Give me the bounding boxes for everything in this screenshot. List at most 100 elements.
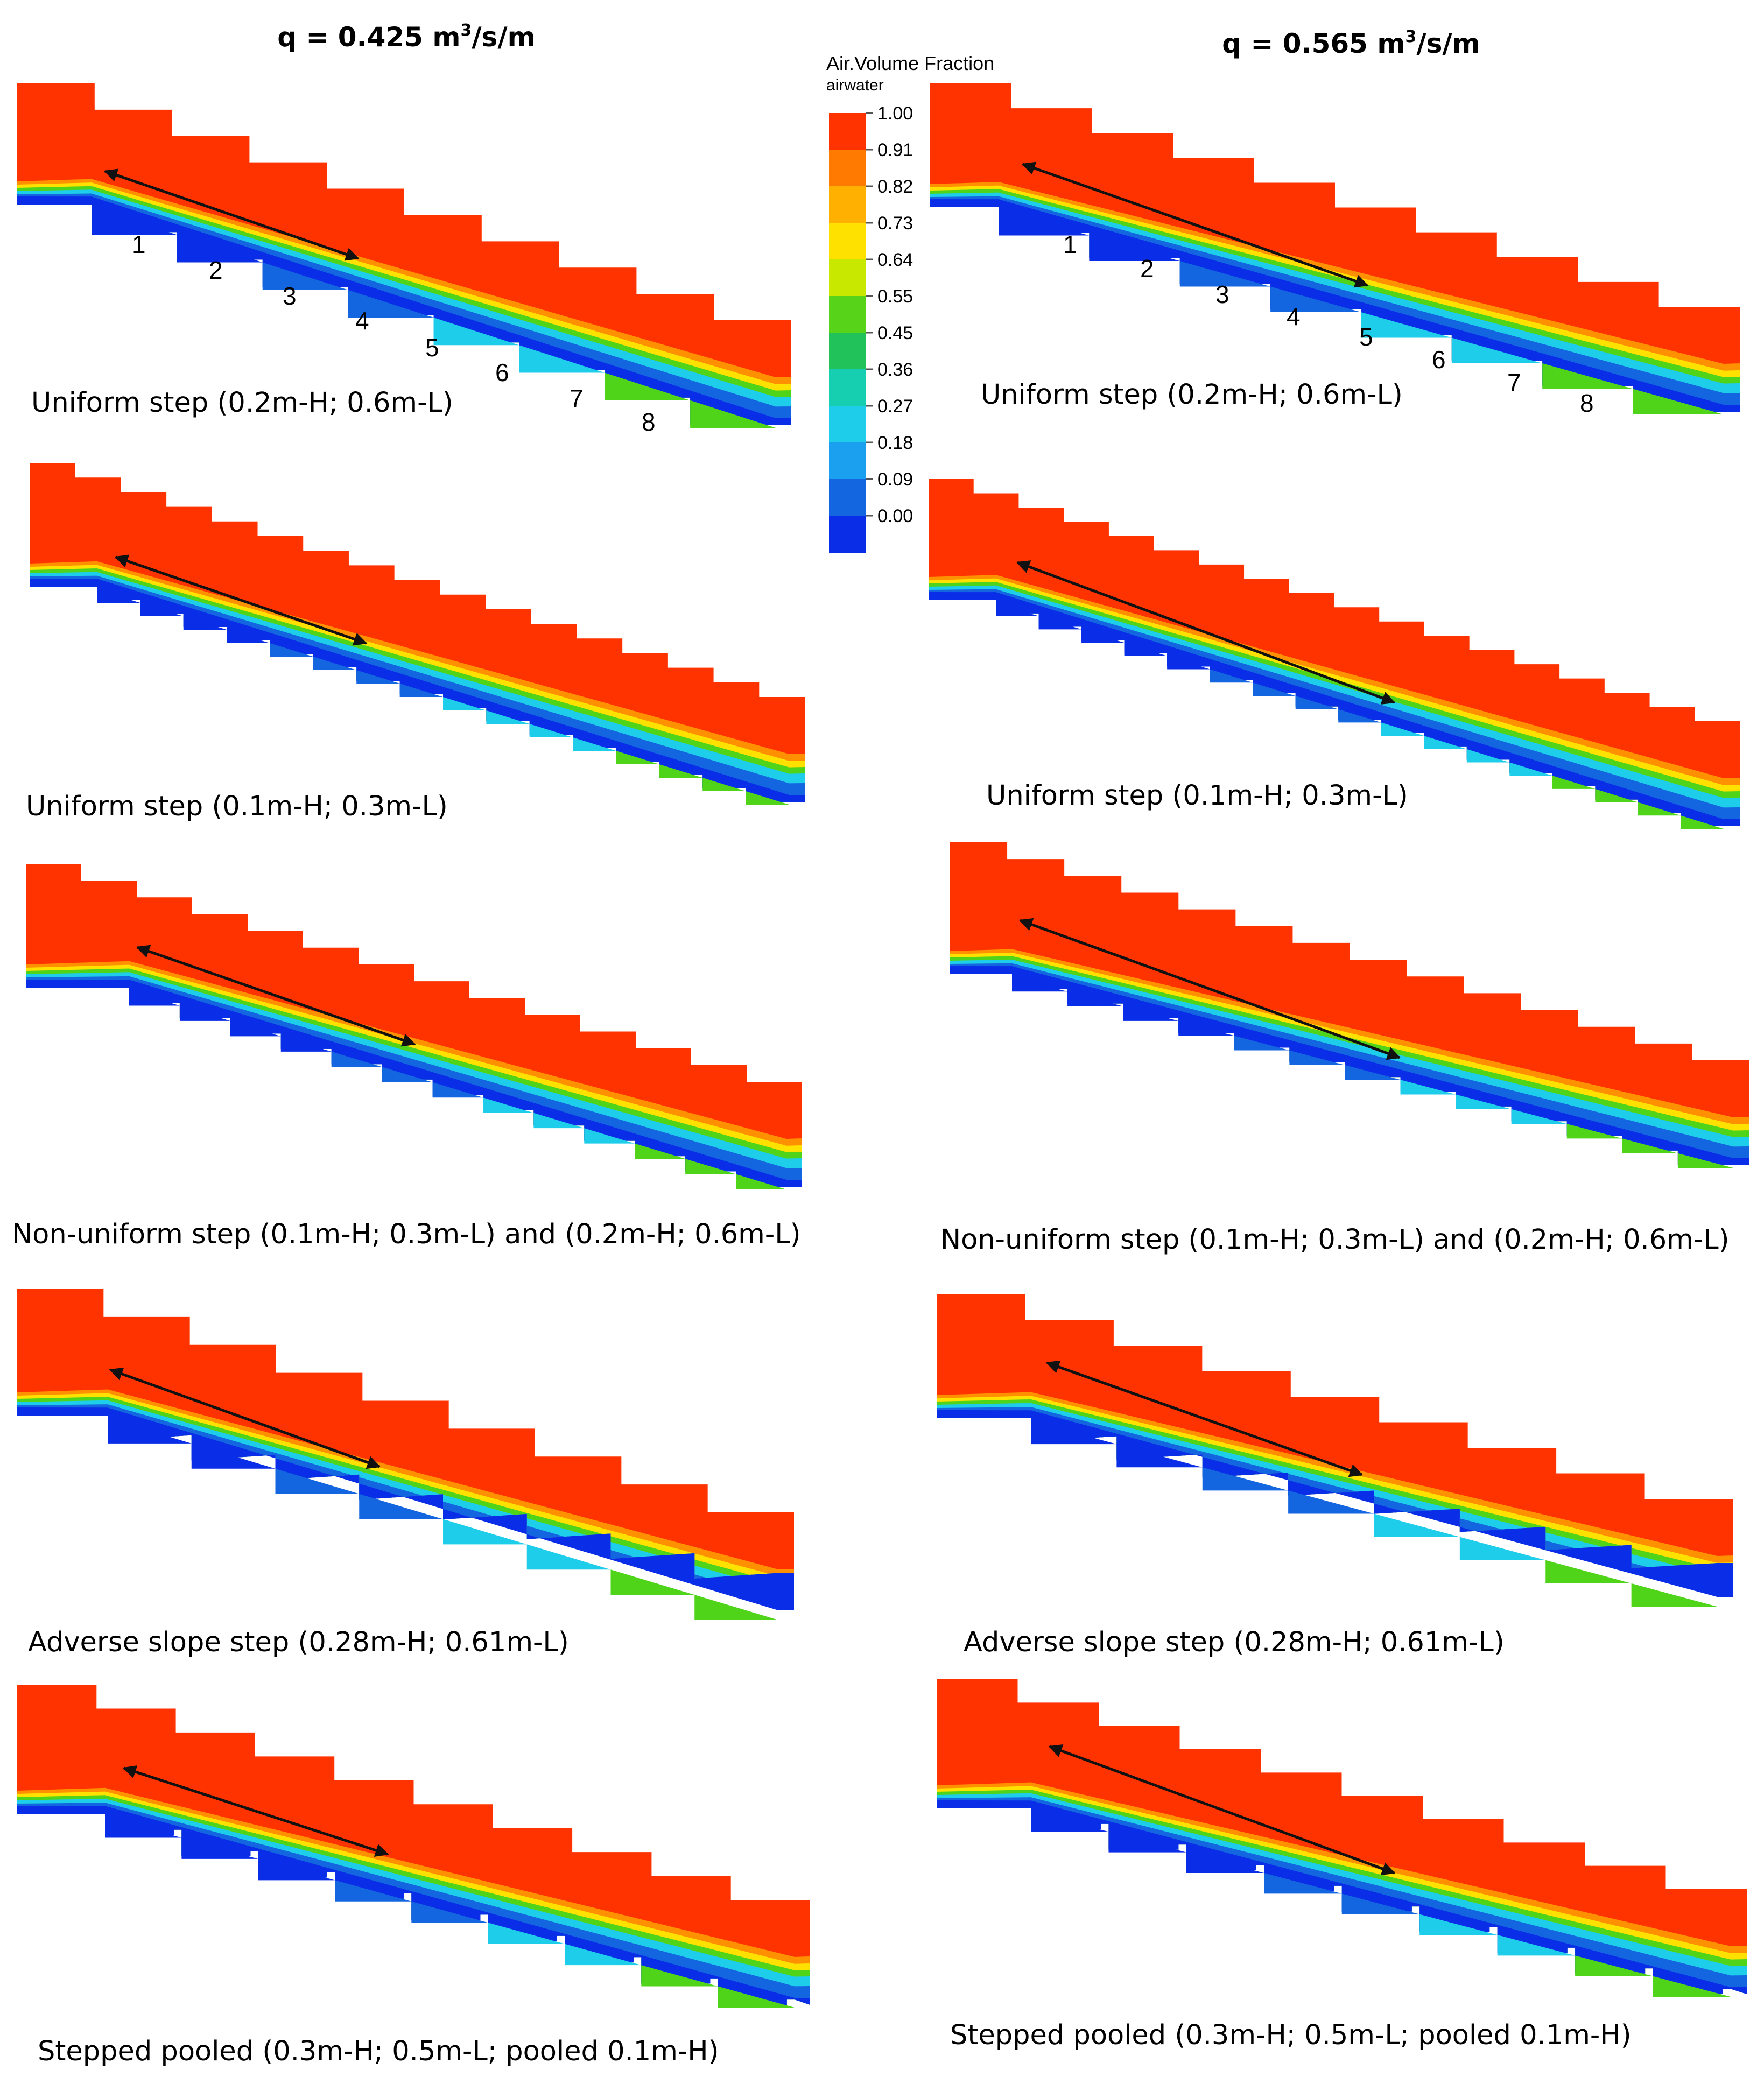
colorbar-tick-label: 0.82	[877, 177, 913, 197]
step-cavity	[433, 318, 519, 346]
air-region	[17, 1289, 794, 1579]
colorbar-subtitle: airwater	[826, 76, 884, 94]
step-cavity	[519, 345, 605, 373]
colorbar-tick-label: 0.09	[877, 469, 913, 490]
colorbar-swatch	[829, 223, 866, 260]
step-cavity	[1653, 1976, 1731, 1997]
panel-row4-right	[937, 1294, 1733, 1607]
step-cavity	[1575, 1955, 1653, 1976]
step-cavity	[1288, 1490, 1374, 1514]
aeration-length-arrow	[1048, 1744, 1396, 1875]
step-cavity	[411, 1901, 488, 1923]
step-cavity	[685, 1159, 736, 1174]
colorbar-tick-label: 0.00	[877, 506, 913, 526]
colorbar-swatch	[829, 333, 866, 370]
caption-row3-right: Non-uniform step (0.1m-H; 0.3m-L) and (0…	[940, 1224, 1730, 1256]
colorbar-title: Air.Volume Fraction	[826, 52, 994, 74]
caption-row1-left: Uniform step (0.2m-H; 0.6m-L)	[31, 387, 453, 419]
step-number: 4	[355, 307, 369, 335]
step-cavity	[1509, 762, 1552, 776]
step-cavity	[1511, 1109, 1567, 1124]
step-cavity	[718, 1986, 795, 2008]
step-cavity	[1400, 1080, 1456, 1095]
aeration-length-arrow	[1016, 560, 1396, 705]
step-cavity	[610, 1569, 695, 1595]
water-band	[26, 980, 802, 1187]
colorbar-tick-label: 1.00	[877, 103, 913, 124]
aeration-length-arrow	[1021, 161, 1369, 288]
step-number: 6	[1432, 346, 1446, 374]
step-cavity	[335, 1880, 412, 1902]
caption-row5-right: Stepped pooled (0.3m-H; 0.5m-L; pooled 0…	[950, 2019, 1632, 2051]
step-cavity	[382, 1067, 433, 1082]
step-cavity	[565, 1944, 642, 1966]
column-title-left: q = 0.425 m3/s/m	[277, 21, 535, 53]
colorbar-tick-label: 0.91	[877, 140, 913, 160]
step-cavity	[348, 290, 434, 318]
step-cavity	[1419, 1914, 1498, 1935]
colorbar-swatch	[829, 259, 866, 297]
step-cavity	[1374, 1513, 1460, 1537]
panel-row5-left	[17, 1685, 810, 2008]
colorbar-tick-label: 0.36	[877, 360, 913, 380]
step-number: 8	[642, 408, 656, 436]
step-number: 7	[570, 384, 584, 412]
step-cavity	[331, 1051, 382, 1067]
step-cavity	[399, 684, 443, 697]
caption-row5-left: Stepped pooled (0.3m-H; 0.5m-L; pooled 0…	[38, 2036, 719, 2067]
aeration-length-arrow	[1018, 918, 1401, 1060]
step-cavity	[1451, 337, 1543, 363]
aeration-length-arrow	[136, 945, 416, 1047]
step-cavity	[1270, 286, 1361, 312]
step-cavity	[275, 1468, 360, 1494]
caption-row1-right: Uniform step (0.2m-H; 0.6m-L)	[981, 379, 1403, 411]
step-cavity	[1466, 749, 1510, 763]
step-cavity	[483, 1097, 534, 1113]
step-cavity	[1545, 1560, 1632, 1583]
aeration-length-arrow	[114, 554, 368, 646]
panel-row5-right	[937, 1679, 1747, 1997]
step-number: 3	[283, 282, 297, 310]
step-number: 5	[1359, 323, 1373, 351]
step-cavity	[1456, 1094, 1512, 1109]
panel-row1-left	[17, 83, 791, 428]
colorbar-swatch	[829, 296, 866, 333]
colorbar-tick-label: 0.64	[877, 250, 913, 270]
step-cavity	[702, 778, 746, 791]
step-cavity	[635, 1143, 686, 1159]
colorbar-swatch	[829, 442, 866, 480]
step-cavity	[356, 670, 400, 684]
step-number: 3	[1215, 280, 1229, 308]
step-cavity	[690, 400, 776, 428]
step-cavity	[258, 1858, 335, 1881]
step-cavity	[529, 724, 573, 737]
step-cavity	[605, 372, 691, 400]
aeration-length-arrow	[1045, 1360, 1364, 1477]
step-cavity	[1459, 1537, 1546, 1560]
aeration-length-arrow	[109, 1367, 381, 1469]
colorbar-swatch	[829, 113, 866, 150]
panel-row4-left	[17, 1289, 794, 1620]
panel-row2-left	[30, 463, 805, 805]
colorbar-swatch	[829, 150, 866, 187]
colorbar-swatch	[829, 406, 866, 443]
aeration-length-arrow	[122, 1765, 389, 1857]
colorbar-tick-label: 0.27	[877, 396, 913, 417]
colorbar-swatch	[829, 516, 866, 553]
colorbar-tick-label: 0.55	[877, 286, 913, 307]
step-cavity	[1341, 1893, 1420, 1914]
step-number: 2	[1140, 255, 1154, 283]
step-number: 6	[495, 358, 509, 386]
step-number: 4	[1287, 302, 1301, 330]
step-cavity	[526, 1544, 611, 1570]
colorbar-tick-label: 0.18	[877, 433, 913, 453]
step-cavity	[1542, 363, 1633, 389]
step-cavity	[746, 791, 789, 805]
colorbar-tick-label: 0.73	[877, 213, 913, 234]
step-cavity	[262, 262, 348, 290]
step-cavity	[1631, 1583, 1717, 1607]
caption-row4-right: Adverse slope step (0.28m-H; 0.61m-L)	[964, 1627, 1505, 1658]
step-cavity	[1264, 1873, 1342, 1894]
step-cavity	[1633, 389, 1724, 414]
step-cavity	[616, 751, 659, 764]
